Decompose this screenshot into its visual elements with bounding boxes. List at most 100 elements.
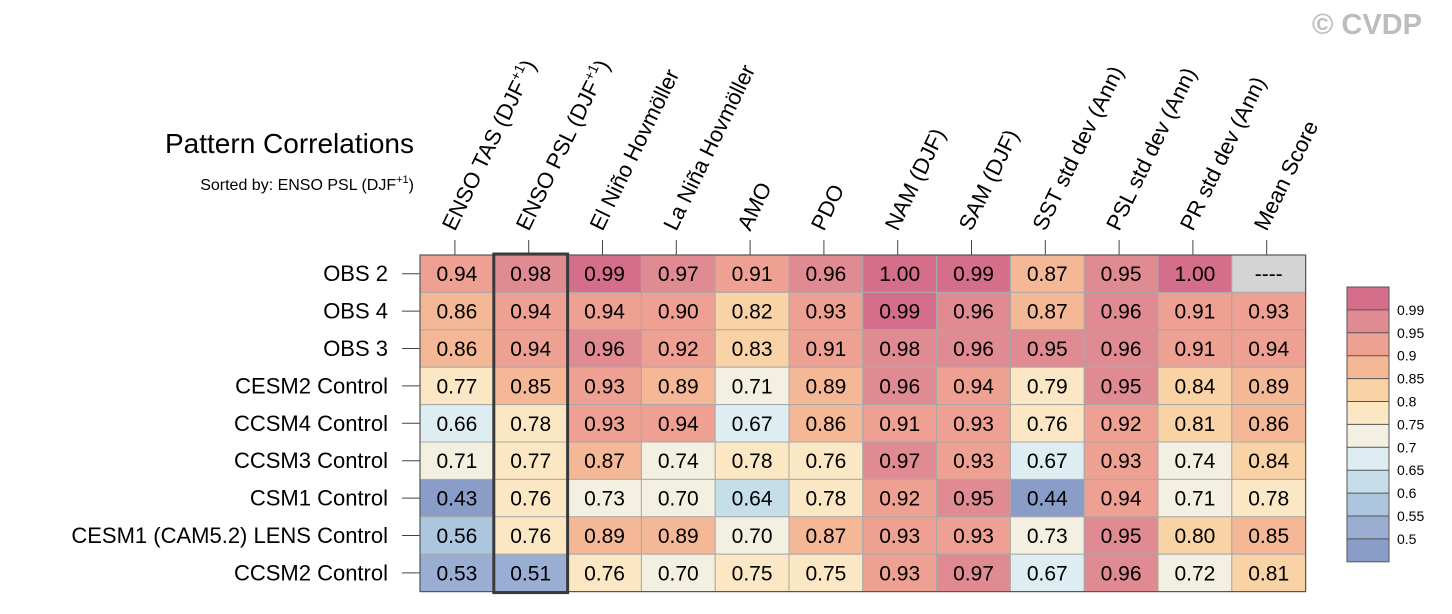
heatmap-cell xyxy=(640,553,716,593)
legend-label: 0.55 xyxy=(1397,508,1424,524)
heatmap-cell xyxy=(788,516,864,555)
heatmap-cells: 0.94 0.98 0.99 0.97 0.91 0.96 1.00 0.99 0.87 0.95… xyxy=(419,254,1307,593)
heatmap-cell xyxy=(1009,404,1085,443)
cell-value: 0.67 xyxy=(1027,562,1068,585)
legend-label: 0.85 xyxy=(1397,371,1424,387)
sorted-column-highlight xyxy=(492,252,570,595)
cell-value: 0.94 xyxy=(953,375,994,398)
column-label: SAM (DJF) xyxy=(954,125,1024,234)
legend-swatch xyxy=(1347,378,1389,402)
cell-value: 0.67 xyxy=(732,413,773,436)
cell-value: 0.70 xyxy=(732,525,773,548)
cell-value: 0.77 xyxy=(510,450,551,473)
row-label: CCSM2 Control xyxy=(234,560,388,585)
heatmap-cell xyxy=(419,366,495,406)
cell-value: 0.87 xyxy=(1027,263,1068,286)
cell-value: 0.75 xyxy=(732,562,773,585)
cell-value: 0.97 xyxy=(879,450,920,473)
row-label: OBS 2 xyxy=(323,261,388,286)
row-label: OBS 3 xyxy=(323,336,388,361)
heatmap-cell xyxy=(419,553,495,593)
heatmap-cell xyxy=(788,404,864,443)
cell-value: 0.95 xyxy=(953,488,994,511)
cell-value: 0.93 xyxy=(953,413,994,436)
heatmap-cell xyxy=(640,366,716,406)
heatmap-cell xyxy=(714,441,790,480)
heatmap-cell xyxy=(1157,516,1233,555)
legend-swatch xyxy=(1347,424,1389,448)
heatmap-cell xyxy=(1231,553,1307,593)
chart-title: Pattern Correlations xyxy=(165,128,414,159)
cell-value: 0.96 xyxy=(584,338,625,361)
row-label: OBS 4 xyxy=(323,299,388,324)
heatmap-cell xyxy=(788,366,864,406)
heatmap-cell xyxy=(714,366,790,406)
cell-value: 0.78 xyxy=(1248,488,1289,511)
cell-value: 0.96 xyxy=(1101,301,1142,324)
cell-value: 0.71 xyxy=(1174,488,1215,511)
legend-label: 0.7 xyxy=(1397,439,1417,455)
heatmap-cell xyxy=(862,254,938,293)
heatmap-cell xyxy=(493,441,569,480)
heatmap-cell xyxy=(640,441,716,480)
watermark: © CVDP xyxy=(1312,9,1422,41)
heatmap-cell xyxy=(640,404,716,443)
cell-value: 0.93 xyxy=(879,525,920,548)
cell-value: 0.99 xyxy=(879,301,920,324)
heatmap-cell xyxy=(419,291,495,331)
cell-value: 0.78 xyxy=(510,413,551,436)
cell-value: 0.93 xyxy=(1101,450,1142,473)
legend-label: 0.65 xyxy=(1397,462,1424,478)
heatmap-cell xyxy=(419,329,495,368)
legend-label: 0.5 xyxy=(1397,531,1417,547)
legend-swatch xyxy=(1347,332,1389,356)
column-label: PDO xyxy=(806,180,849,234)
cell-value: 0.85 xyxy=(1248,525,1289,548)
heatmap-cell xyxy=(1083,478,1159,518)
row-label: CSM1 Control xyxy=(250,486,388,511)
heatmap-cell xyxy=(862,553,938,593)
cell-value: 0.85 xyxy=(510,375,551,398)
legend-label: 0.75 xyxy=(1397,416,1424,432)
cell-value: 0.77 xyxy=(436,375,477,398)
cell-value: 0.93 xyxy=(953,525,994,548)
cell-value: 1.00 xyxy=(879,263,920,286)
cell-value: 0.91 xyxy=(732,263,773,286)
cell-value: 0.89 xyxy=(584,525,625,548)
cell-value: 0.64 xyxy=(732,488,773,511)
heatmap-cell xyxy=(936,516,1011,555)
heatmap-cell xyxy=(862,291,938,331)
cell-value: 0.92 xyxy=(879,488,920,511)
heatmap-cell xyxy=(567,254,642,293)
legend-label: 0.95 xyxy=(1397,325,1424,341)
cell-value: 0.67 xyxy=(1027,450,1068,473)
cell-value: 0.82 xyxy=(732,301,773,324)
cell-value: 0.84 xyxy=(1174,375,1215,398)
cell-value: 0.76 xyxy=(510,488,551,511)
row-label: CCSM4 Control xyxy=(234,411,388,436)
cell-value: 0.76 xyxy=(510,525,551,548)
heatmap-cell xyxy=(1231,441,1307,480)
legend-swatch xyxy=(1347,309,1389,333)
legend-swatch xyxy=(1347,470,1389,494)
cell-value: 0.78 xyxy=(805,488,846,511)
heatmap-cell xyxy=(936,366,1011,406)
heatmap-cell xyxy=(1009,441,1085,480)
legend-swatch xyxy=(1347,355,1389,379)
heatmap-cell xyxy=(493,329,569,368)
legend-swatch xyxy=(1347,493,1389,516)
cell-value: 0.95 xyxy=(1101,525,1142,548)
cell-value: 0.72 xyxy=(1174,562,1215,585)
legend-label: 0.99 xyxy=(1397,302,1424,318)
cell-value: 1.00 xyxy=(1174,263,1215,286)
cell-value: 0.74 xyxy=(658,450,699,473)
cell-value: 0.44 xyxy=(1027,488,1068,511)
heatmap-cell xyxy=(493,516,569,555)
heatmap-cell xyxy=(788,478,864,518)
cell-value: 0.94 xyxy=(584,301,625,324)
legend-swatch xyxy=(1347,538,1389,562)
cell-value: 0.70 xyxy=(658,488,699,511)
cell-value: 0.51 xyxy=(510,562,551,585)
heatmap-cell xyxy=(1231,478,1307,518)
cell-value: 0.90 xyxy=(658,301,699,324)
